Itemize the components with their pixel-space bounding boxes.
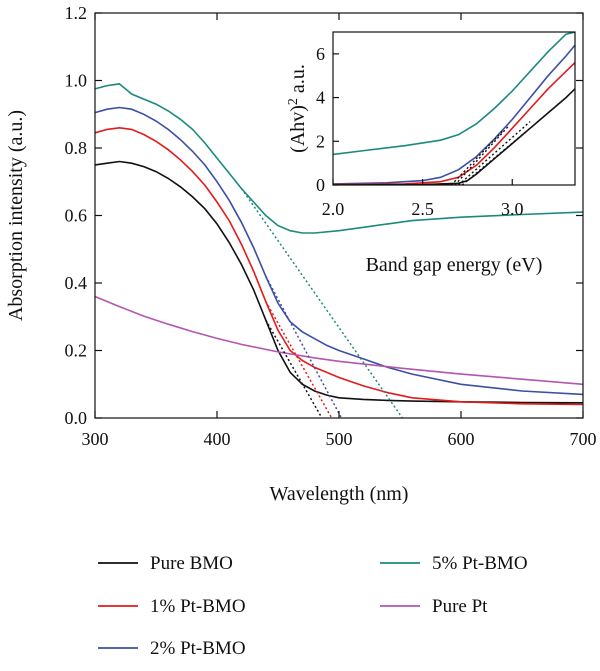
legend-item-2-pt-bmo: 2% Pt-BMO (98, 638, 246, 659)
x-tick-label-700: 700 (570, 429, 597, 449)
legend-item-pure-pt: Pure Pt (380, 596, 488, 617)
y-tick-label-1-0: 1.0 (65, 71, 88, 91)
y-tick-label-1-2: 1.2 (65, 3, 88, 23)
y-axis-title: Absorption intensity (a.u.) (5, 110, 27, 321)
y-tick-label-0-8: 0.8 (65, 138, 88, 158)
legend-label: 2% Pt-BMO (150, 638, 246, 659)
legend-label: 1% Pt-BMO (150, 596, 246, 617)
y-tick-label-0-0: 0.0 (65, 408, 88, 428)
inset-series-line-2-pt-bmo (333, 44, 575, 185)
series-line-2-pt-bmo (94, 106, 584, 396)
legend-label: Pure BMO (150, 553, 233, 574)
x-tick-label-400: 400 (204, 429, 231, 449)
series-line-pure-bmo (94, 160, 584, 404)
inset-frame (332, 31, 576, 186)
inset-x-tick-label-1: 2.5 (411, 199, 434, 219)
inset-x-tick-label-0: 2.0 (322, 199, 345, 219)
tangent-line-3 (240, 188, 404, 419)
x-tick-label-600: 600 (448, 429, 475, 449)
inset-x-axis-title: Band gap energy (eV) (366, 254, 543, 276)
inset-y-tick-label-6: 6 (316, 44, 325, 64)
inset-tangent-line-0 (458, 121, 531, 185)
tangent-line-0 (265, 319, 323, 419)
main-plot-area: 300 400 500 600 700 0.0 0.2 0.4 0.6 0.8 1.0 1.2 Wave… (5, 3, 597, 505)
legend: Pure BMO 5% Pt-BMO 1% Pt-BMO Pure Pt 2% Pt-B… (98, 553, 528, 659)
inset-tangent-line-1 (461, 127, 531, 185)
x-tick-label-500: 500 (326, 429, 353, 449)
inset-y-tick-label-4: 4 (316, 88, 325, 108)
y-tick-label-0-6: 0.6 (65, 206, 88, 226)
inset-y-axis-title-base: (Ahv) (287, 105, 309, 153)
x-tick-label-300: 300 (82, 429, 109, 449)
y-tick-label-0-4: 0.4 (65, 273, 88, 293)
series-line-1-pt-bmo (94, 126, 584, 406)
inset-y-axis-title: (Ahv)2 a.u. (286, 64, 310, 153)
tangent-line-1 (265, 301, 333, 419)
inset-series-group (333, 32, 575, 185)
inset-y-axis-title-tail: a.u. (287, 64, 309, 98)
inset-y-axis-title-sup: 2 (286, 98, 301, 105)
inset-tangent-line-3 (454, 125, 510, 185)
legend-item-5-pt-bmo: 5% Pt-BMO (380, 553, 528, 574)
series-line-pure-pt (94, 295, 584, 386)
y-tick-label-0-2: 0.2 (65, 341, 88, 361)
legend-item-1-pt-bmo: 1% Pt-BMO (98, 596, 246, 617)
legend-label: Pure Pt (432, 596, 488, 617)
legend-label: 5% Pt-BMO (432, 553, 528, 574)
inset-y-tick-label-0: 0 (316, 175, 325, 195)
x-axis-title: Wavelength (nm) (270, 483, 409, 505)
inset-series-line-5-pt-bmo (333, 32, 575, 156)
inset-plot-area: 2.0 2.5 3.0 0 2 4 6 Band gap energy (eV) (Ahv)2 … (286, 31, 576, 276)
inset-x-tick-label-2: 3.0 (501, 199, 524, 219)
legend-item-pure-bmo: Pure BMO (98, 553, 233, 574)
inset-tangent-line-2 (450, 129, 504, 185)
series-line-5-pt-bmo (94, 83, 584, 234)
inset-y-tick-label-2: 2 (316, 131, 325, 151)
inset-series-line-1-pt-bmo (333, 62, 575, 185)
